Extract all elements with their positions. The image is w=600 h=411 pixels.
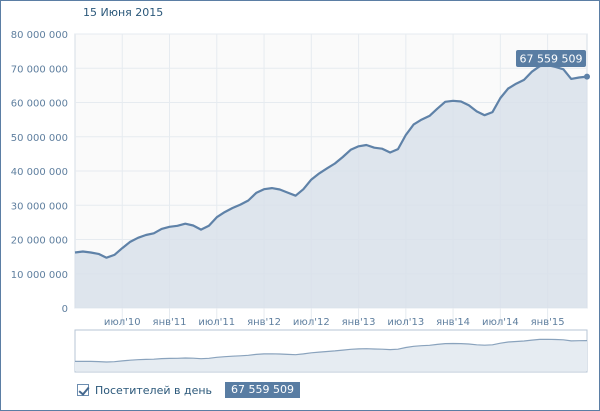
x-tick-label: июл'12 [293,317,330,328]
y-tick-label: 70 000 000 [11,64,68,75]
check-icon [78,384,90,396]
y-tick-label: 0 [62,304,68,315]
y-tick-label: 50 000 000 [11,133,68,144]
x-axis-labels: июл'10 янв'11 июл'11 янв'12 июл'12 янв'13 июл'… [104,317,565,328]
y-tick-label: 10 000 000 [11,270,68,281]
x-tick-label: янв'14 [436,317,470,328]
legend: Посетителей в день 67 559 509 [77,382,301,398]
navigator-line [74,338,588,363]
x-tick-label: июл'13 [387,317,424,328]
x-tick-label: июл'10 [104,317,141,328]
x-tick-label: июл'14 [482,317,519,328]
header-date: 15 Июня 2015 [83,6,164,19]
main-area [74,64,590,308]
y-tick-label: 80 000 000 [11,30,68,41]
series-checkbox[interactable] [77,384,90,396]
series-line [74,64,588,259]
last-point-marker [584,73,590,80]
y-tick-label: 30 000 000 [11,201,68,212]
tooltip-box [516,50,586,67]
y-tick-label: 40 000 000 [11,167,68,178]
y-tick-label: 60 000 000 [11,99,68,110]
navigator-area [75,339,587,371]
series-area [75,65,587,308]
legend-label[interactable]: Посетителей в день [95,383,213,397]
x-tick-label: янв'13 [342,317,376,328]
y-axis-labels: 0 10 000 000 20 000 000 30 000 000 40 000 00… [11,30,68,315]
value-tooltip: 67 559 509 [516,50,586,67]
tooltip-value: 67 559 509 [520,53,583,66]
x-tick-label: янв'11 [153,317,187,328]
x-tick-label: янв'15 [531,317,565,328]
y-tick-label: 20 000 000 [11,236,68,247]
range-navigator[interactable] [74,329,588,373]
x-tick-label: июл'11 [198,317,235,328]
legend-value-badge: 67 559 509 [225,382,301,398]
x-tick-label: янв'12 [247,317,281,328]
